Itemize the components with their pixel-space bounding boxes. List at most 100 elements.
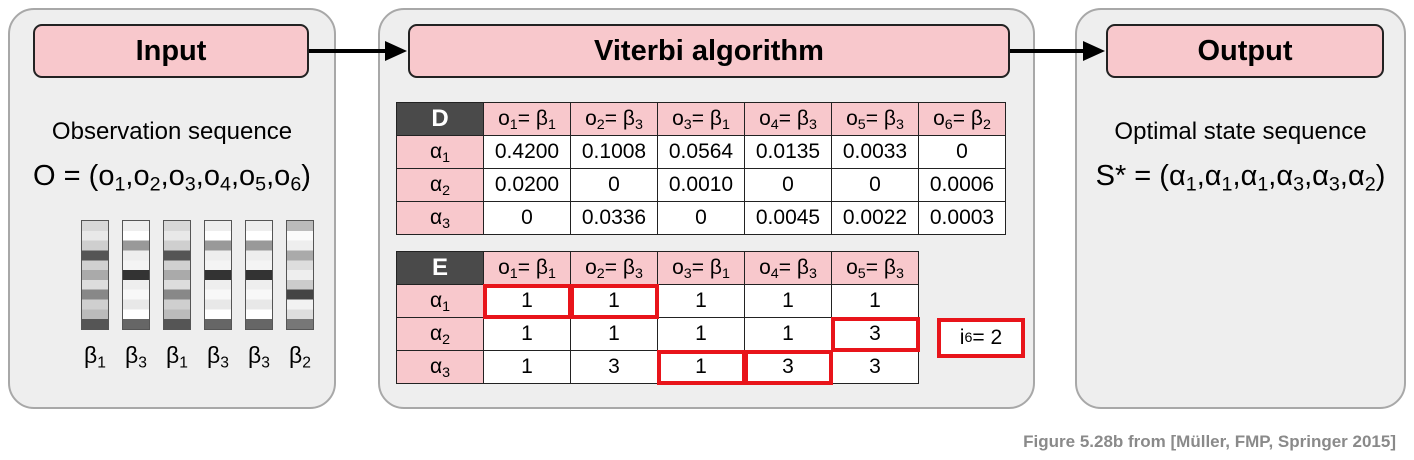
matrix-e-cell: 1 — [656, 349, 746, 385]
row-header: α3 — [396, 350, 484, 384]
matrix-row: α2 1 1 1 1 3 — [396, 316, 920, 352]
input-header: Input — [33, 24, 309, 78]
strip-label-symbol: β — [248, 342, 262, 368]
matrix-row: α1 1 1 1 1 1 — [396, 283, 919, 319]
symbol-symbol: β — [796, 256, 809, 279]
matrix-e-cell: 1 — [482, 283, 572, 319]
matrix-d-cell: 0.1008 — [570, 135, 658, 169]
output-item-subscript: 3 — [1293, 173, 1305, 196]
row-header: α2 — [396, 317, 484, 351]
matrix-e-cell: 3 — [831, 350, 919, 384]
arrow-input-to-algorithm — [309, 41, 407, 61]
strip-label-subscript: 3 — [138, 354, 147, 372]
obs-symbol: o — [585, 107, 597, 130]
matrix-row: α2 0.0200 0 0.0010 0 0 0.0006 — [396, 168, 1006, 202]
output-item-symbol: α — [1168, 160, 1186, 192]
figure-caption: Figure 5.28b from [Müller, FMP, Springer… — [1023, 432, 1396, 451]
column-header: o2= β3 — [570, 102, 658, 136]
symbol-symbol: β — [622, 256, 635, 279]
strip-label-subscript: 1 — [179, 354, 188, 372]
final-index-value: = 2 — [972, 326, 1003, 349]
column-header: o5= β3 — [831, 251, 919, 285]
matrix-e-cell: 3 — [743, 349, 833, 385]
symbol-symbol: β — [535, 107, 548, 130]
column-header: o1= β1 — [483, 102, 571, 136]
chroma-strip-5 — [245, 220, 273, 330]
matrix-d-cell: 0.0022 — [831, 201, 919, 235]
state-subscript: 1 — [442, 149, 451, 166]
strip-label-symbol: β — [166, 342, 180, 368]
strip-label-subscript: 3 — [261, 354, 270, 372]
observation-item-subscript: 3 — [184, 173, 196, 196]
output-item-symbol: α — [1240, 160, 1258, 192]
strip-label-4: β3 — [198, 342, 238, 371]
equals-sign: = — [778, 256, 797, 279]
matrix-e-cell: 1 — [657, 317, 745, 351]
obs-subscript: 5 — [857, 116, 866, 133]
matrix-d-cell: 0.0003 — [918, 201, 1006, 235]
matrix-d-cell: 0 — [744, 168, 832, 202]
strip-label-subscript: 2 — [302, 354, 311, 372]
symbol-symbol: β — [535, 256, 548, 279]
output-comma: , — [1339, 160, 1348, 192]
symbol-subscript: 3 — [895, 265, 904, 282]
obs-symbol: o — [672, 107, 684, 130]
symbol-symbol: β — [883, 107, 896, 130]
output-item-subscript: 1 — [1185, 173, 1197, 196]
observation-sequence-label: Observation sequence — [51, 118, 293, 145]
equals-sign: = — [952, 107, 971, 130]
symbol-subscript: 2 — [982, 116, 991, 133]
output-header: Output — [1106, 24, 1384, 78]
matrix-d-cell: 0 — [918, 135, 1006, 169]
symbol-subscript: 3 — [634, 116, 643, 133]
obs-subscript: 2 — [596, 265, 605, 282]
observation-item-symbol: o — [168, 160, 185, 192]
symbol-subscript: 1 — [721, 265, 730, 282]
obs-symbol: o — [498, 107, 510, 130]
equals-sign: = — [517, 107, 536, 130]
output-item-subscript: 2 — [1364, 173, 1376, 196]
observation-rhs: ) — [301, 160, 311, 192]
matrix-d-cell: 0.0033 — [831, 135, 919, 169]
symbol-symbol: β — [709, 107, 722, 130]
output-comma: , — [1196, 160, 1205, 192]
observation-item-symbol: o — [274, 160, 291, 192]
strip-label-6: β2 — [280, 342, 320, 372]
output-item-symbol: α — [1347, 160, 1365, 192]
symbol-symbol: β — [796, 107, 809, 130]
column-header: o2= β3 — [570, 251, 658, 285]
output-rhs: ) — [1375, 160, 1386, 192]
matrix-d-cell: 0.0200 — [483, 168, 571, 202]
state-symbol: α — [429, 355, 443, 378]
state-symbol: α — [429, 140, 443, 163]
state-subscript: 3 — [442, 215, 451, 232]
output-item-subscript: 1 — [1221, 173, 1233, 196]
output-lhs: S* = ( — [1095, 160, 1169, 192]
state-subscript: 1 — [442, 298, 451, 315]
obs-subscript: 6 — [944, 116, 953, 133]
matrix-e-cell: 1 — [831, 284, 919, 318]
row-header: α2 — [396, 168, 484, 202]
column-header: o4= β3 — [744, 102, 832, 136]
final-index-symbol: i — [959, 326, 965, 349]
optimal-state-sequence-label: Optimal state sequence — [1114, 118, 1367, 145]
column-header: o4= β3 — [744, 251, 832, 285]
observation-item-symbol: o — [133, 160, 150, 192]
symbol-subscript: 3 — [895, 116, 904, 133]
matrix-e-cell: 1 — [570, 317, 658, 351]
matrix-d-cell: 0 — [831, 168, 919, 202]
equals-sign: = — [865, 256, 884, 279]
observation-item-symbol: o — [98, 160, 115, 192]
observation-item-subscript: 5 — [255, 173, 267, 196]
observation-comma: , — [195, 160, 204, 192]
strip-label-symbol: β — [125, 342, 139, 368]
strip-label-symbol: β — [207, 342, 221, 368]
observation-item-symbol: o — [239, 160, 256, 192]
observation-comma: , — [125, 160, 134, 192]
matrix-d-cell: 0.0010 — [657, 168, 745, 202]
equals-sign: = — [604, 256, 623, 279]
output-equation: S* = (α1,α1,α1,α3,α3,α2) — [1075, 160, 1406, 196]
output-item-symbol: α — [1312, 160, 1329, 192]
